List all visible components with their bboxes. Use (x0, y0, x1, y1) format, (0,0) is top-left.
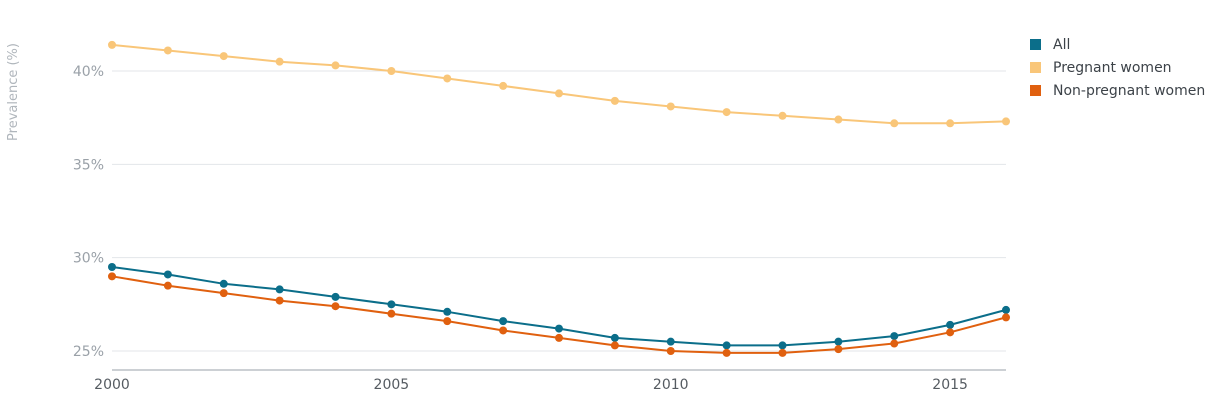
data-point (499, 326, 508, 335)
data-point (499, 317, 508, 326)
data-point (443, 317, 452, 326)
data-point (219, 52, 228, 61)
data-point (778, 111, 787, 120)
series-non-pregnant-women (108, 272, 1010, 357)
data-point (890, 119, 899, 128)
data-point (778, 341, 787, 350)
x-axis: 2000 2005 2010 2015 (94, 369, 1006, 393)
y-tick-label: 30% (73, 251, 104, 267)
data-point (163, 270, 172, 279)
series-all (108, 263, 1010, 350)
data-point (387, 67, 396, 75)
legend-swatch (1030, 62, 1041, 73)
data-point (108, 263, 116, 271)
data-point (219, 279, 228, 288)
data-point (443, 307, 452, 316)
data-point (163, 281, 172, 290)
data-point (834, 115, 843, 124)
data-point (666, 102, 675, 111)
legend-item: Non-pregnant women (1030, 79, 1205, 102)
y-tick-label: 35% (73, 157, 104, 173)
y-tick-label: 25% (73, 344, 104, 360)
data-point (666, 337, 675, 346)
x-tick-label: 2015 (932, 377, 968, 393)
legend-swatch (1030, 85, 1041, 96)
data-point (108, 272, 116, 281)
data-point (555, 89, 563, 98)
series-line (111, 43, 1007, 125)
data-point (610, 333, 619, 342)
legend-label: Pregnant women (1053, 59, 1172, 76)
data-point (275, 285, 284, 294)
series-layer (108, 40, 1010, 357)
data-point (331, 292, 340, 301)
data-point (722, 341, 731, 350)
x-tick-label: 2000 (94, 377, 130, 393)
data-point (1002, 313, 1010, 322)
data-point (666, 347, 675, 355)
data-point (946, 328, 955, 337)
series-pregnant-women (108, 40, 1010, 128)
data-point (1002, 117, 1010, 126)
data-point (443, 74, 452, 83)
data-point (778, 348, 787, 357)
data-point (219, 289, 228, 298)
data-point (275, 57, 284, 66)
data-point (722, 108, 731, 117)
x-tick-label: 2010 (653, 377, 689, 393)
data-point (834, 337, 843, 346)
data-point (610, 96, 619, 105)
series-line (111, 266, 1007, 347)
data-point (555, 324, 563, 333)
data-point (387, 309, 396, 318)
data-point (499, 81, 508, 90)
data-point (890, 332, 899, 341)
data-point (275, 296, 284, 305)
data-point (555, 333, 563, 342)
grid-lines (112, 70, 1006, 352)
data-point (890, 339, 899, 348)
data-point (946, 119, 955, 128)
legend-item: All (1030, 33, 1205, 56)
y-tick-label: 40% (73, 64, 104, 80)
data-point (387, 300, 396, 309)
data-point (1002, 305, 1010, 314)
data-point (331, 61, 340, 70)
data-point (163, 46, 172, 55)
legend-swatch (1030, 39, 1041, 50)
data-point (108, 40, 116, 49)
y-tick-labels: 25% 30% 35% 40% (73, 64, 104, 360)
legend-label: All (1053, 36, 1071, 53)
y-axis-label: Prevalence (%) (6, 43, 21, 141)
data-point (946, 320, 955, 329)
data-point (834, 345, 843, 354)
data-point (331, 302, 340, 311)
legend-item: Pregnant women (1030, 56, 1205, 79)
x-tick-label: 2005 (374, 377, 410, 393)
data-point (722, 348, 731, 357)
data-point (610, 341, 619, 350)
legend-label: Non-pregnant women (1053, 82, 1206, 99)
legend: All Pregnant women Non-pregnant women (1030, 33, 1205, 102)
